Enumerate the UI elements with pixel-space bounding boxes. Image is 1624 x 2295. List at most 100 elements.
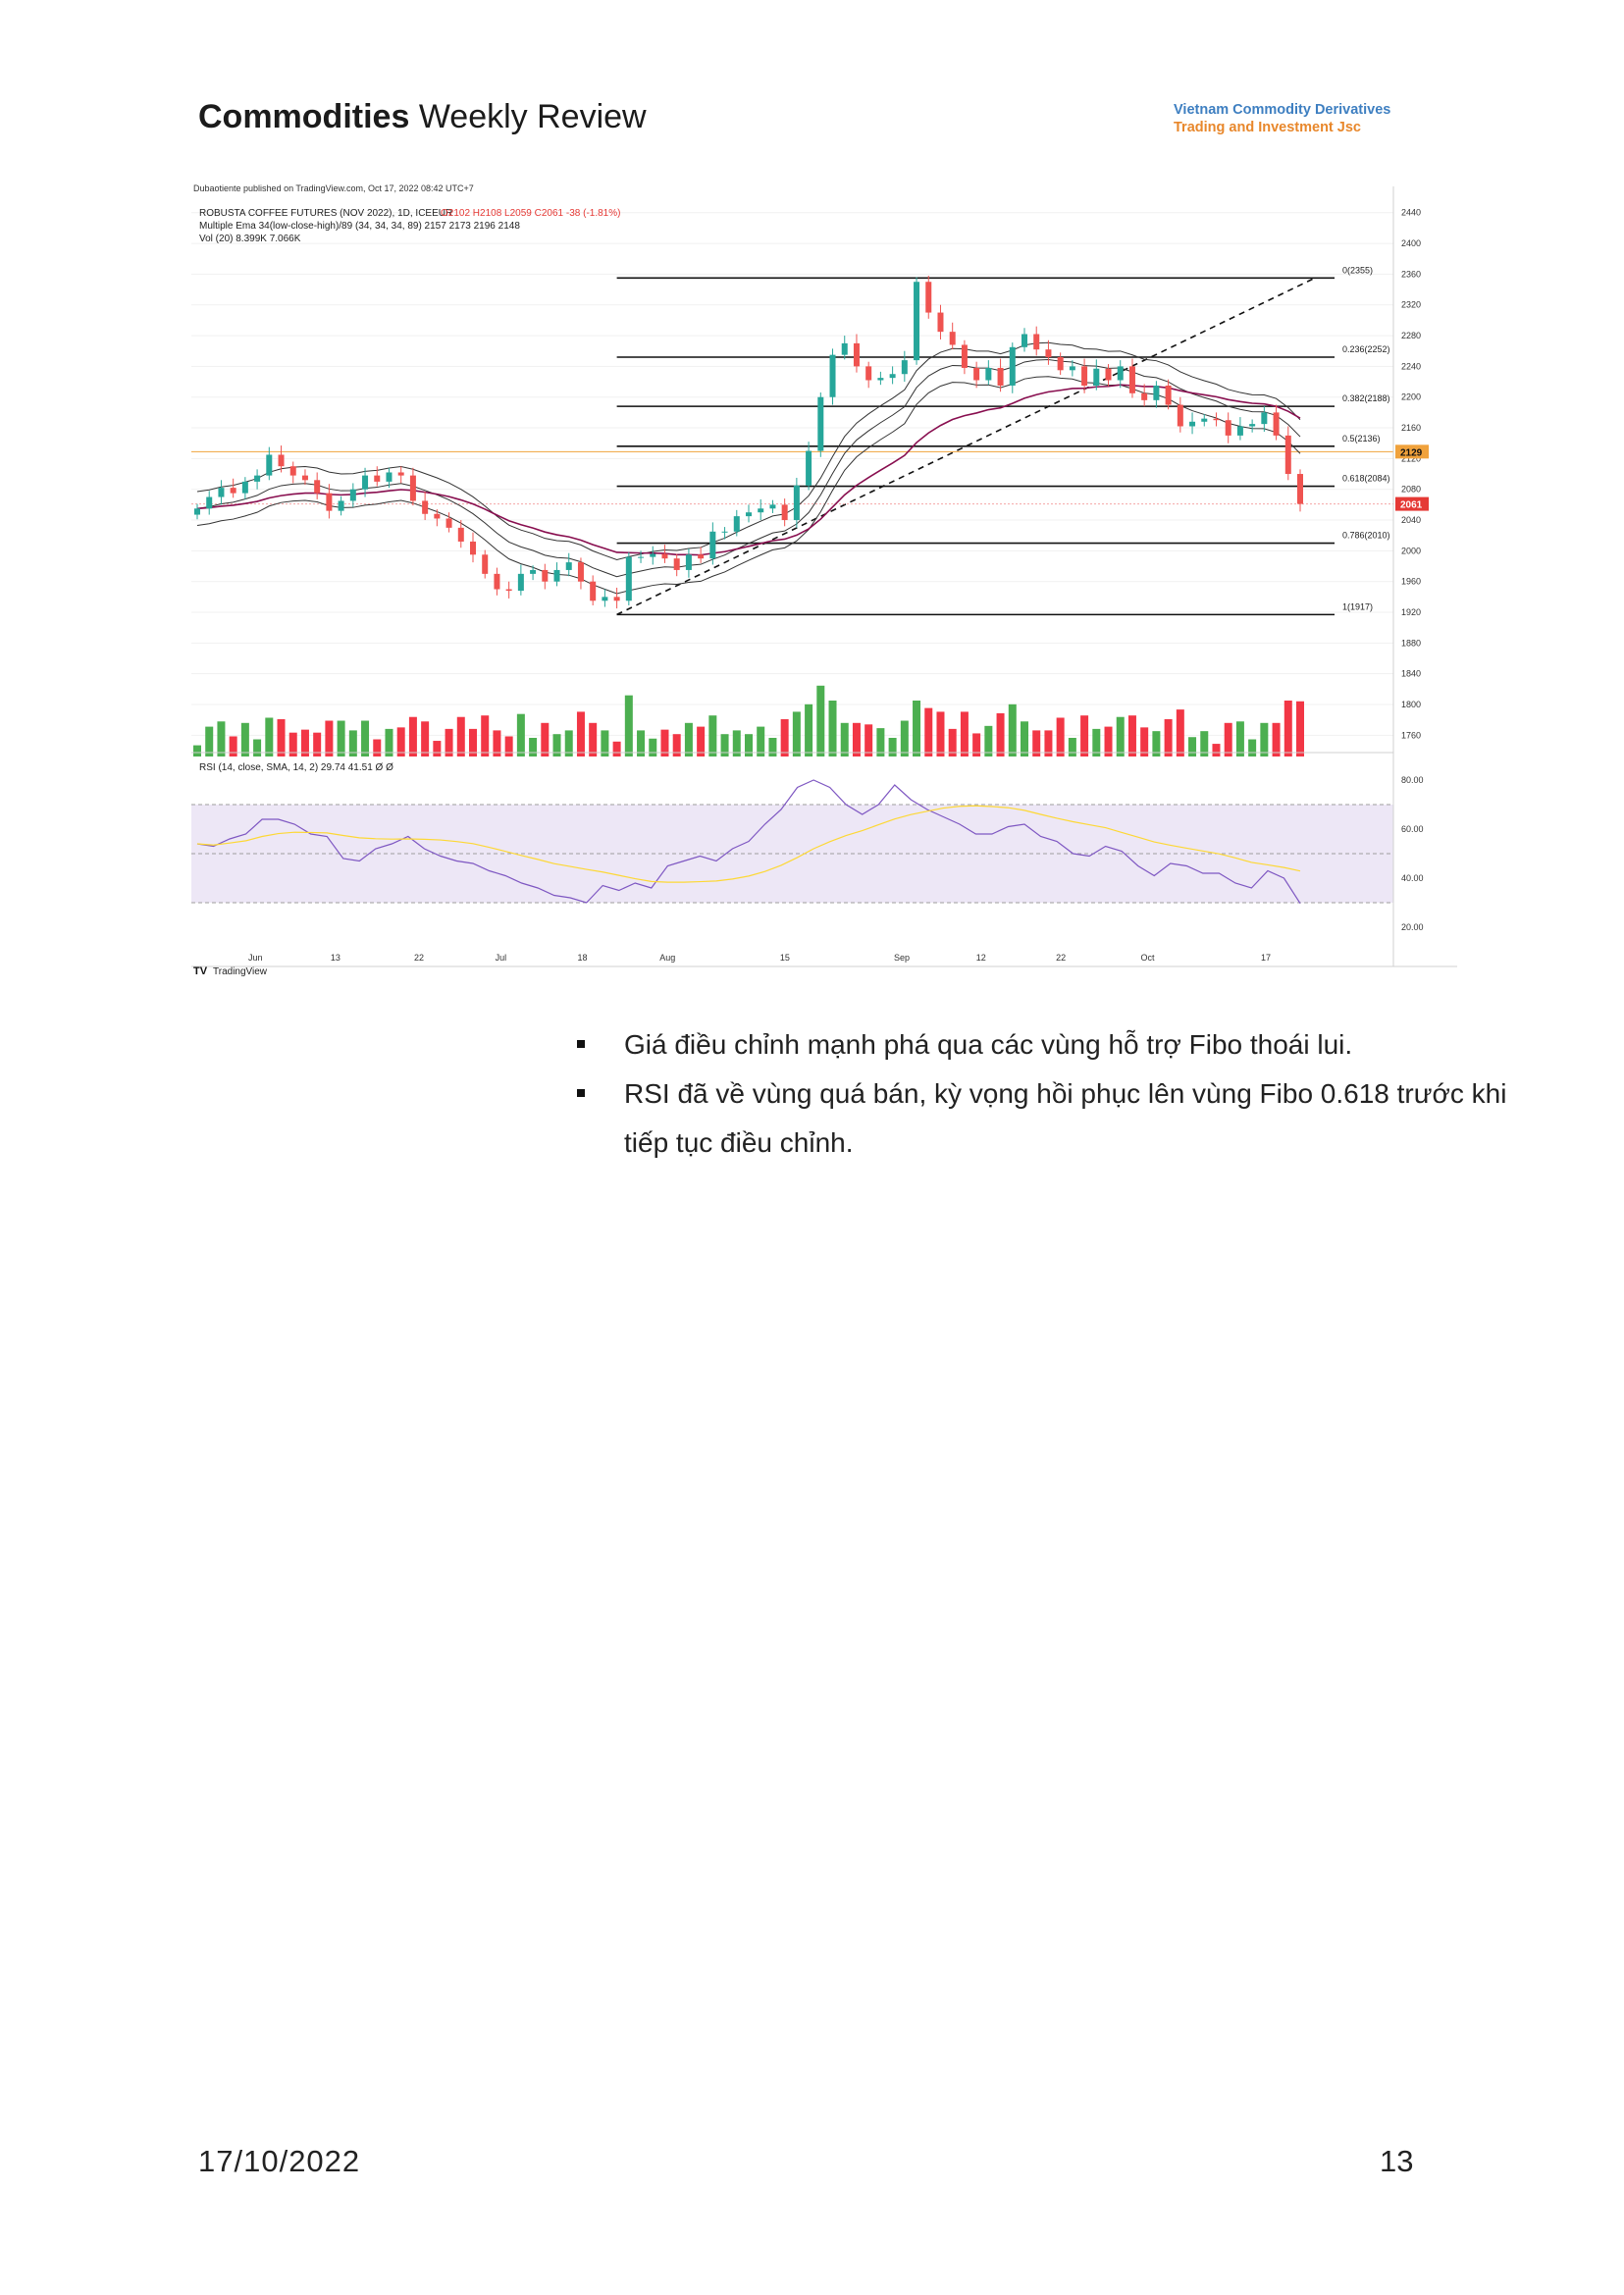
- fibo-level-label: 0.382(2188): [1342, 393, 1390, 403]
- volume-bar: [253, 739, 262, 756]
- candle-body: [1236, 426, 1243, 436]
- volume-bar: [816, 685, 825, 756]
- volume-bar: [337, 720, 345, 756]
- volume-bar: [373, 739, 382, 756]
- candle-body: [877, 378, 884, 381]
- volume-bar: [469, 728, 477, 756]
- volume-bar: [589, 722, 598, 756]
- volume-bar: [529, 738, 538, 756]
- volume-bar: [1164, 719, 1173, 756]
- time-tick-label: 18: [577, 953, 587, 963]
- time-tick-label: 13: [331, 953, 341, 963]
- candle-body: [241, 481, 248, 494]
- time-tick-label: Aug: [659, 953, 675, 963]
- volume-bar: [564, 730, 573, 756]
- time-tick-label: Jun: [248, 953, 263, 963]
- candle-body: [1201, 418, 1208, 422]
- price-badge-last-label: 2061: [1400, 500, 1423, 511]
- candle-body: [422, 500, 429, 514]
- volume-bar: [1080, 715, 1089, 756]
- volume-bar: [828, 701, 837, 756]
- candle-body: [997, 367, 1004, 386]
- candle-body: [553, 569, 560, 582]
- volume-bar: [624, 695, 633, 756]
- volume-bar: [396, 727, 405, 756]
- volume-bar: [612, 741, 621, 756]
- volume-bar: [900, 720, 909, 756]
- volume-bar: [421, 721, 430, 756]
- candle-body: [769, 504, 776, 509]
- candle-body: [746, 512, 752, 517]
- candle-body: [1153, 385, 1160, 400]
- rsi-tick-label: 40.00: [1401, 873, 1424, 883]
- volume-bar: [601, 730, 609, 756]
- volume-bar: [1212, 744, 1221, 756]
- chart-axes: 2440 2400 2360 2320 2280 2240 2200 2160 2120 2080…: [191, 186, 1457, 967]
- candle-body: [530, 569, 537, 574]
- volume-bar: [1127, 715, 1136, 756]
- chart-ohlc: O2102 H2108 L2059 C2061 -38 (-1.81%): [441, 208, 620, 219]
- price-chart: 0(2355) 0.236(2252) 0.382(2188) 0.5(2136) 0.…: [191, 182, 1457, 986]
- candlesticks: [194, 275, 1303, 609]
- bullet-item: Giá điều chỉnh mạnh phá qua các vùng hỗ …: [577, 1020, 1509, 1069]
- volume-bar: [745, 734, 753, 756]
- volume-bar: [1176, 709, 1184, 756]
- company-line2: Trading and Investment Jsc: [1174, 120, 1361, 135]
- bullet-text: RSI đã về vùng quá bán, kỳ vọng hồi phục…: [624, 1078, 1507, 1158]
- candle-body: [1128, 366, 1135, 393]
- candle-body: [914, 282, 920, 361]
- price-tick-label: 2400: [1401, 238, 1421, 248]
- volume-bar: [960, 711, 969, 756]
- ema-close-line: [196, 359, 1301, 578]
- volume-bar: [792, 711, 801, 756]
- candle-body: [1141, 392, 1148, 400]
- price-tick-label: 2080: [1401, 485, 1421, 495]
- candle-body: [602, 597, 608, 601]
- price-tick-label: 1960: [1401, 577, 1421, 587]
- price-badge-hline: [1395, 444, 1429, 459]
- rsi-panel: 80.00 60.00 40.00 20.00: [191, 775, 1424, 932]
- candle-body: [218, 488, 225, 497]
- volume-bar: [972, 733, 981, 756]
- candle-body: [1261, 412, 1268, 425]
- candle-body: [781, 504, 788, 521]
- volume-bar: [1296, 701, 1304, 756]
- candle-body: [709, 531, 716, 559]
- time-tick-label: 22: [414, 953, 424, 963]
- company-line1: Vietnam Commodity Derivatives: [1174, 102, 1391, 118]
- analysis-bullets: Giá điều chỉnh mạnh phá qua các vùng hỗ …: [577, 1020, 1509, 1168]
- candle-body: [961, 344, 968, 368]
- candle-body: [374, 475, 381, 482]
- candle-body: [1069, 366, 1075, 371]
- volume-bar: [1044, 730, 1053, 756]
- volume-bar: [408, 716, 417, 756]
- ema89-line: [196, 384, 1301, 556]
- volume-bar: [1235, 721, 1244, 756]
- volume-bar: [217, 721, 226, 756]
- volume-bar: [576, 711, 585, 756]
- volume-bar: [193, 745, 201, 756]
- candle-body: [1022, 334, 1027, 347]
- volume-bar: [277, 719, 286, 756]
- volume-bar: [1224, 722, 1232, 756]
- volume-bar: [720, 734, 729, 756]
- volume-bar: [1068, 738, 1076, 756]
- volume-bars: [193, 685, 1304, 756]
- rsi-tick-label: 20.00: [1401, 922, 1424, 932]
- rsi-tick-label: 80.00: [1401, 775, 1424, 785]
- volume-bar: [1188, 737, 1197, 756]
- candle-body: [949, 332, 956, 345]
- volume-bar: [552, 734, 561, 756]
- candle-body: [230, 488, 236, 494]
- volume-bar: [1008, 704, 1017, 756]
- volume-bar: [1152, 731, 1161, 756]
- price-tick-label: 1760: [1401, 730, 1421, 740]
- volume-bar: [504, 736, 513, 756]
- volume-bar: [913, 701, 921, 756]
- volume-bar: [948, 728, 957, 756]
- price-tick-label: 1840: [1401, 669, 1421, 679]
- chart-symbol: ROBUSTA COFFEE FUTURES (NOV 2022), 1D, I…: [199, 208, 452, 219]
- rsi-tick-label: 60.00: [1401, 824, 1424, 834]
- bullet-square-icon: [577, 1040, 585, 1048]
- volume-bar: [300, 729, 309, 756]
